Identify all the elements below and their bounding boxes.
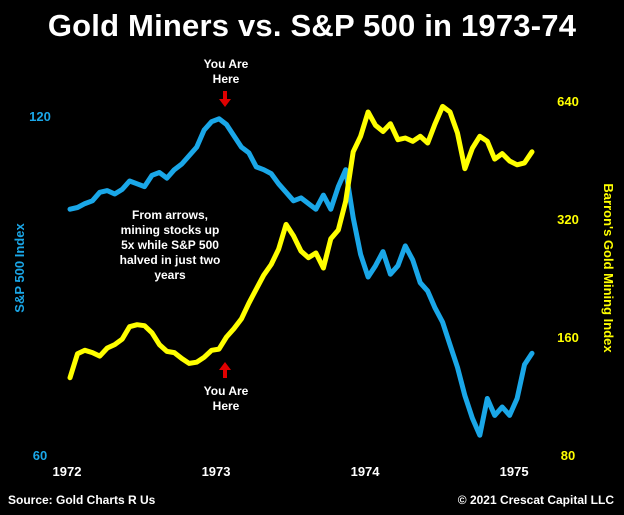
right-tick-label: 160 bbox=[557, 330, 579, 345]
annotation-note-line: mining stocks up bbox=[120, 223, 220, 237]
arrow-shaft bbox=[223, 370, 227, 378]
x-tick-label: 1973 bbox=[202, 464, 231, 479]
chart-marks: 1972 1973 1974 1975 120 60 640 320 160 80 bbox=[29, 91, 579, 479]
annotation-note-line: years bbox=[154, 268, 186, 282]
left-tick-label: 60 bbox=[33, 448, 47, 463]
arrow-shaft bbox=[223, 91, 227, 99]
right-axis-label: Barron's Gold Mining Index bbox=[601, 183, 616, 353]
annotation-note-line: halved in just two bbox=[119, 253, 221, 267]
spx-series-line bbox=[67, 116, 535, 438]
x-tick-label: 1975 bbox=[500, 464, 529, 479]
annotation-top-line2: Here bbox=[212, 72, 240, 86]
source-footer: Source: Gold Charts R Us bbox=[8, 493, 156, 507]
arrow-head bbox=[219, 99, 231, 107]
right-tick-label: 640 bbox=[557, 94, 579, 109]
x-tick-label: 1974 bbox=[351, 464, 381, 479]
gold-series-line bbox=[67, 103, 535, 381]
top-red-arrow-icon bbox=[219, 91, 231, 107]
right-tick-label: 80 bbox=[561, 448, 575, 463]
chart-lines bbox=[67, 103, 535, 438]
annotation-bottom: You Are Here bbox=[196, 384, 256, 414]
annotation-bottom-line1: You Are bbox=[203, 384, 249, 398]
annotation-note-line: From arrows, bbox=[131, 208, 209, 222]
annotation-note-line: 5x while S&P 500 bbox=[121, 238, 219, 252]
x-tick-label: 1972 bbox=[53, 464, 82, 479]
annotation-top-line1: You Are bbox=[203, 57, 249, 71]
left-axis-label: S&P 500 Index bbox=[12, 223, 27, 313]
left-tick-label: 120 bbox=[29, 109, 51, 124]
right-tick-label: 320 bbox=[557, 212, 579, 227]
arrow-head bbox=[219, 362, 231, 370]
chart-title: Gold Miners vs. S&P 500 in 1973-74 bbox=[47, 8, 577, 43]
copyright-footer: © 2021 Crescat Capital LLC bbox=[457, 493, 614, 507]
annotation-note: From arrows, mining stocks up 5x while S… bbox=[104, 208, 236, 283]
annotation-bottom-line2: Here bbox=[212, 399, 240, 413]
annotation-top: You Are Here bbox=[196, 57, 256, 87]
bottom-red-arrow-icon bbox=[219, 362, 231, 378]
